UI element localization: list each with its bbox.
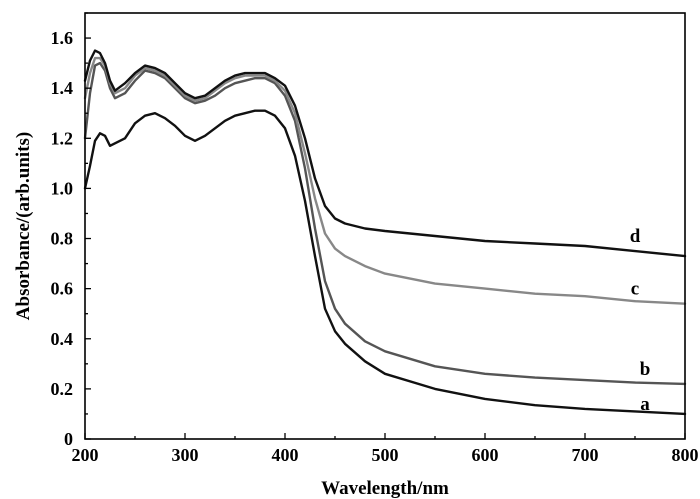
x-tick-label: 300 [172,445,199,465]
y-tick-label: 0 [64,429,73,449]
y-tick-label: 1.2 [51,128,74,148]
x-axis-title: Wavelength/nm [321,478,449,499]
plot-frame [84,12,686,440]
y-tick-label: 1.4 [51,78,74,98]
series-layer [83,49,687,416]
y-tick-label: 1.6 [51,28,74,48]
annotation-layer: d c ba [630,226,651,415]
x-tick-label: 500 [372,445,399,465]
x-tick-label: 400 [272,445,299,465]
x-tick-label: 200 [72,445,99,465]
series-label-d: d [630,226,641,247]
series-label-a: a [640,394,650,415]
y-tick-label: 1.0 [51,178,74,198]
x-tick-label: 800 [672,445,699,465]
y-tick-label: 0.8 [51,229,74,249]
x-tick-label: 700 [572,445,599,465]
x-axis: 200 300 400 500 600 700 800 [72,433,699,465]
y-axis-title: Absorbance/(arb.units) [13,132,34,320]
series-line-b [83,61,687,386]
y-tick-label: 0.6 [51,279,74,299]
series-line-a [83,109,687,416]
y-tick-label: 0.2 [51,379,74,399]
y-tick-label: 0.4 [51,329,74,349]
series-line-c [83,56,687,305]
y-axis: 0 0.2 0.4 0.6 0.8 1.0 1.2 1.4 1.6 [51,12,91,449]
series-label-b: b [640,359,651,380]
series-line-d [83,49,687,258]
series-label-c: c [631,279,639,300]
x-tick-label: 600 [472,445,499,465]
